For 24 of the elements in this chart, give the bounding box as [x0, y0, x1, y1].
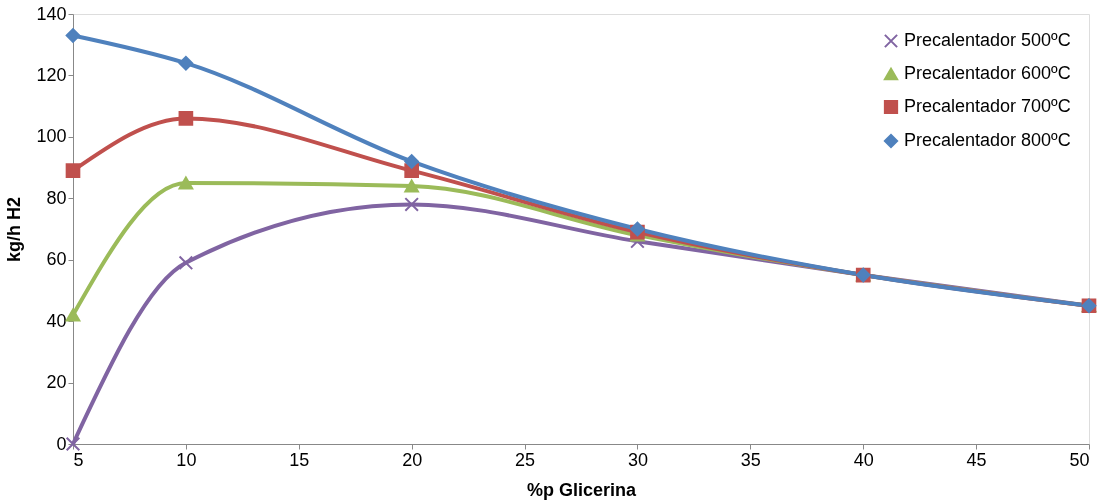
y-tick-label: 20	[46, 372, 67, 393]
x-tick-label: 5	[73, 449, 84, 470]
x-tick-label: 50	[1069, 449, 1090, 470]
y-tick-label: 40	[46, 310, 67, 331]
y-tick-label: 0	[56, 433, 67, 454]
x-tick-label: 25	[515, 449, 536, 470]
x-tick-label: 20	[402, 449, 423, 470]
y-axis-title: kg/h H2	[4, 196, 25, 263]
y-tick-label: 100	[36, 126, 67, 147]
x-tick-label: 40	[853, 449, 874, 470]
x-tick-label: 30	[627, 449, 648, 470]
x-axis-title: %p Glicerina	[526, 479, 637, 500]
x-tick-label: 35	[740, 449, 761, 470]
legend-label: Precalentador 700ºC	[904, 96, 1071, 116]
legend-label: Precalentador 500ºC	[904, 30, 1071, 50]
legend-label: Precalentador 600ºC	[904, 63, 1071, 83]
y-tick-label: 140	[36, 3, 67, 24]
x-tick-label: 15	[289, 449, 310, 470]
x-tick-label: 45	[966, 449, 987, 470]
legend-label: Precalentador 800ºC	[904, 130, 1071, 150]
y-tick-label: 120	[36, 64, 67, 85]
y-tick-label: 60	[46, 249, 67, 270]
x-tick-label: 10	[176, 449, 197, 470]
y-tick-label: 80	[46, 187, 67, 208]
